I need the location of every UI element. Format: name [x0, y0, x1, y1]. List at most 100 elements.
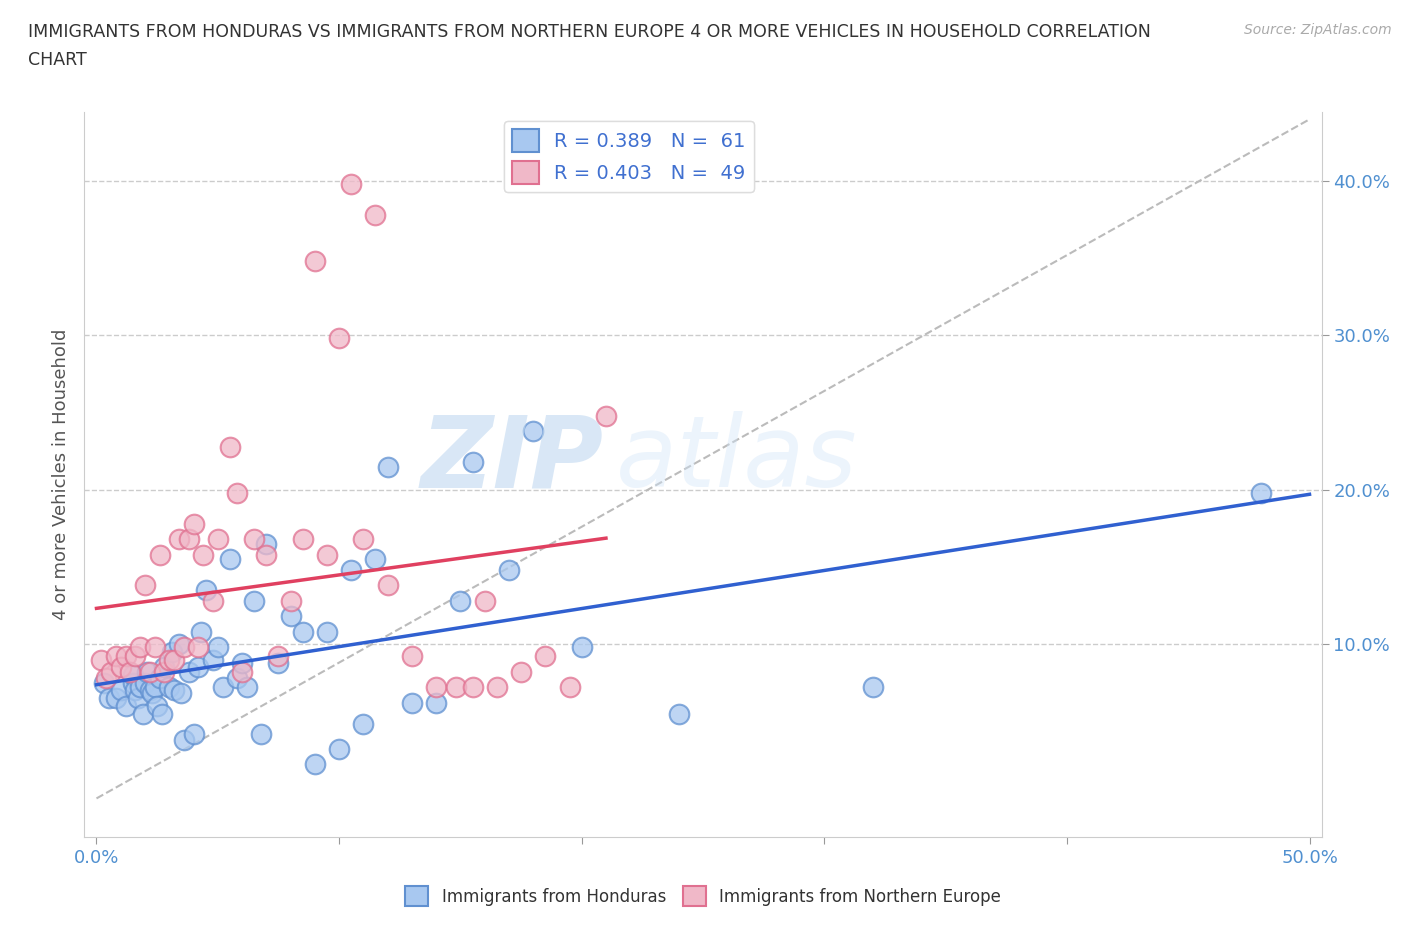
Point: [449, 593, 471, 608]
Point: [316, 547, 339, 562]
Point: [136, 664, 159, 679]
Point: [148, 547, 170, 562]
Point: [122, 675, 145, 690]
Point: [157, 652, 180, 667]
Point: [187, 659, 209, 674]
Point: [444, 680, 467, 695]
Point: [187, 640, 209, 655]
Point: [183, 516, 205, 531]
Point: [364, 551, 387, 566]
Point: [534, 649, 557, 664]
Point: [104, 691, 127, 706]
Point: [862, 680, 884, 695]
Point: [243, 593, 266, 608]
Point: [219, 439, 242, 454]
Point: [120, 664, 142, 679]
Point: [201, 652, 224, 667]
Point: [328, 741, 350, 756]
Point: [194, 582, 217, 597]
Point: [127, 691, 149, 706]
Point: [364, 207, 387, 222]
Point: [163, 652, 186, 667]
Point: [160, 644, 183, 659]
Point: [211, 680, 233, 695]
Point: [304, 254, 326, 269]
Point: [93, 675, 115, 690]
Point: [131, 706, 153, 721]
Point: [129, 640, 152, 655]
Point: [139, 683, 162, 698]
Point: [236, 680, 259, 695]
Point: [173, 732, 195, 747]
Legend: R = 0.389   N =  61, R = 0.403   N =  49: R = 0.389 N = 61, R = 0.403 N = 49: [503, 121, 754, 192]
Point: [157, 680, 180, 695]
Point: [498, 563, 520, 578]
Point: [510, 664, 533, 679]
Text: ZIP: ZIP: [420, 411, 605, 509]
Point: [352, 717, 374, 732]
Point: [280, 593, 302, 608]
Point: [595, 408, 617, 423]
Text: IMMIGRANTS FROM HONDURAS VS IMMIGRANTS FROM NORTHERN EUROPE 4 OR MORE VEHICLES I: IMMIGRANTS FROM HONDURAS VS IMMIGRANTS F…: [28, 23, 1152, 41]
Point: [122, 668, 145, 683]
Point: [377, 578, 399, 592]
Point: [316, 624, 339, 639]
Point: [90, 652, 112, 667]
Point: [1250, 485, 1272, 500]
Point: [219, 551, 242, 566]
Point: [280, 609, 302, 624]
Y-axis label: 4 or more Vehicles in Household: 4 or more Vehicles in Household: [52, 328, 70, 620]
Point: [352, 532, 374, 547]
Point: [474, 593, 496, 608]
Point: [201, 593, 224, 608]
Point: [461, 455, 484, 470]
Point: [173, 640, 195, 655]
Point: [146, 698, 169, 713]
Point: [110, 683, 132, 698]
Point: [304, 757, 326, 772]
Point: [97, 691, 120, 706]
Point: [110, 659, 132, 674]
Point: [254, 537, 277, 551]
Point: [231, 655, 253, 670]
Point: [143, 640, 166, 655]
Point: [571, 640, 593, 655]
Point: [485, 680, 508, 695]
Point: [124, 649, 146, 664]
Point: [193, 547, 215, 562]
Point: [340, 563, 363, 578]
Point: [167, 637, 190, 652]
Point: [226, 671, 249, 685]
Point: [425, 696, 447, 711]
Point: [167, 532, 190, 547]
Legend: Immigrants from Honduras, Immigrants from Northern Europe: Immigrants from Honduras, Immigrants fro…: [398, 880, 1008, 912]
Point: [207, 532, 229, 547]
Point: [148, 671, 170, 685]
Point: [425, 680, 447, 695]
Point: [153, 664, 176, 679]
Point: [183, 726, 205, 741]
Point: [254, 547, 277, 562]
Point: [139, 664, 162, 679]
Point: [291, 624, 314, 639]
Point: [226, 485, 249, 500]
Point: [522, 424, 544, 439]
Point: [461, 680, 484, 695]
Point: [207, 640, 229, 655]
Point: [150, 706, 173, 721]
Point: [134, 578, 156, 592]
Point: [143, 680, 166, 695]
Point: [340, 177, 363, 192]
Point: [114, 698, 136, 713]
Point: [291, 532, 314, 547]
Point: [558, 680, 581, 695]
Point: [124, 683, 146, 698]
Point: [141, 686, 163, 701]
Text: Source: ZipAtlas.com: Source: ZipAtlas.com: [1244, 23, 1392, 37]
Point: [190, 624, 212, 639]
Point: [267, 649, 290, 664]
Point: [134, 675, 156, 690]
Point: [170, 686, 193, 701]
Point: [177, 532, 200, 547]
Point: [250, 726, 273, 741]
